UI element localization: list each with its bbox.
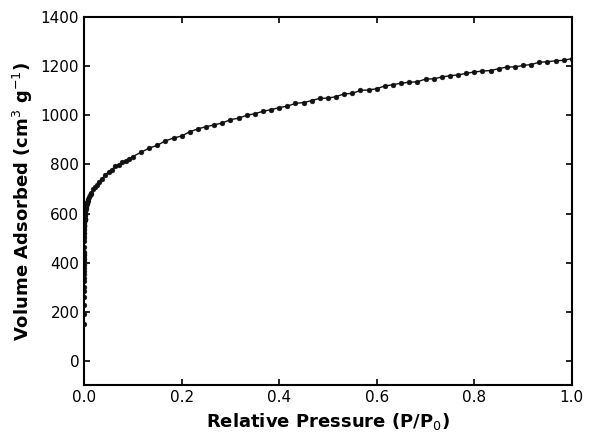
Y-axis label: Volume Adsorbed (cm$^3$ g$^{-1}$): Volume Adsorbed (cm$^3$ g$^{-1}$) bbox=[11, 62, 35, 341]
X-axis label: Relative Pressure (P/P$_0$): Relative Pressure (P/P$_0$) bbox=[206, 411, 450, 432]
